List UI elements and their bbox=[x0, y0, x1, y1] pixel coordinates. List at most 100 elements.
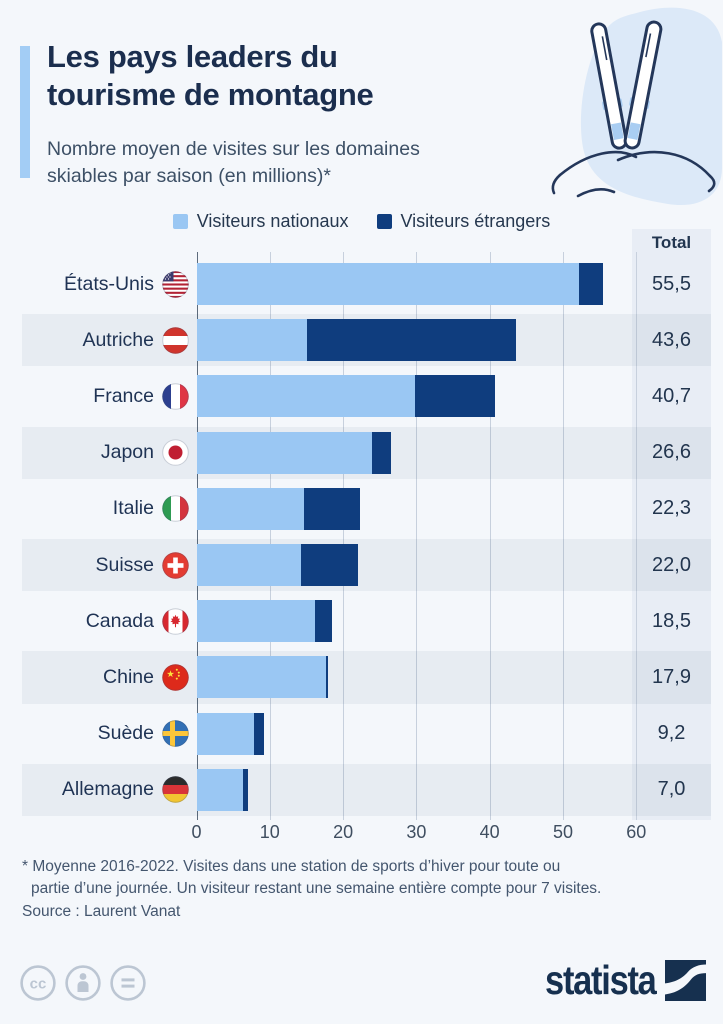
stacked-bar bbox=[196, 431, 392, 474]
total-value: 22,0 bbox=[652, 553, 691, 576]
gridline-30 bbox=[416, 252, 418, 820]
national-swatch-icon bbox=[172, 214, 188, 229]
stacked-bar bbox=[196, 487, 360, 530]
stacked-bar bbox=[196, 600, 333, 643]
country-name: Japon bbox=[100, 441, 154, 464]
row-label: Suède bbox=[0, 706, 189, 762]
gridline-0 bbox=[196, 252, 198, 820]
chart-row: Allemagne 7,0 bbox=[0, 762, 723, 818]
flag-fr-icon bbox=[162, 383, 189, 410]
flag-at-icon bbox=[162, 326, 189, 354]
gridline-40 bbox=[489, 252, 491, 820]
country-name: Allemagne bbox=[61, 778, 154, 801]
chart-row: Autriche 43,6 bbox=[0, 312, 723, 368]
svg-text:cc: cc bbox=[30, 976, 47, 993]
total-value: 22,3 bbox=[652, 497, 691, 520]
flag-it-icon bbox=[162, 495, 189, 523]
stacked-bar bbox=[196, 712, 264, 755]
row-label: France bbox=[0, 368, 189, 424]
chart-row: Canada 18,5 bbox=[0, 593, 723, 649]
row-label: Canada bbox=[0, 593, 189, 649]
bar-segment-foreign bbox=[243, 768, 248, 811]
x-tick-60: 60 bbox=[626, 822, 647, 842]
source-credit: Source : Laurent Vanat bbox=[22, 903, 181, 920]
bar-segment-foreign bbox=[301, 544, 358, 586]
flag-ca-icon bbox=[162, 607, 189, 635]
flag-cn-icon bbox=[162, 664, 189, 691]
gridline-60 bbox=[636, 252, 638, 820]
bar-segment-national bbox=[196, 319, 307, 362]
chart-row: France 40,7 bbox=[0, 368, 723, 424]
stacked-bar bbox=[196, 544, 358, 586]
ski-snow-icon bbox=[551, 7, 722, 206]
title-line-1: Les pays leaders du bbox=[47, 39, 338, 74]
bar-segment-foreign bbox=[306, 319, 517, 362]
x-tick-40: 40 bbox=[479, 822, 500, 842]
bar-segment-national bbox=[196, 263, 580, 305]
country-name: Chine bbox=[103, 665, 154, 688]
bar-segment-national bbox=[196, 768, 244, 811]
country-name: États-Unis bbox=[64, 272, 154, 295]
bar-segment-foreign bbox=[326, 656, 328, 699]
total-value: 7,0 bbox=[657, 778, 686, 801]
country-name: Suisse bbox=[95, 553, 154, 576]
gridline-20 bbox=[343, 252, 345, 820]
bar-segment-foreign bbox=[253, 712, 264, 755]
bar-segment-national bbox=[196, 600, 316, 643]
country-name: Italie bbox=[112, 497, 154, 520]
total-value: 9,2 bbox=[657, 722, 686, 745]
bar-segment-national bbox=[196, 656, 327, 699]
chart-row: Suède 9,2 bbox=[0, 706, 723, 762]
bar-segment-foreign bbox=[315, 600, 333, 643]
subtitle-line-1: Nombre moyen de visites sur les domaines bbox=[47, 138, 420, 160]
chart-row: Japon 26,6 bbox=[0, 425, 723, 481]
x-tick-10: 10 bbox=[259, 822, 280, 842]
row-label: Autriche bbox=[0, 312, 189, 368]
cc-no-derivatives-icon[interactable] bbox=[109, 964, 147, 1002]
page-title: Les pays leaders du tourisme de montagne bbox=[47, 38, 487, 115]
bar-segment-national bbox=[196, 487, 304, 530]
statista-logo[interactable]: statista bbox=[524, 960, 706, 1001]
title-line-2: tourisme de montagne bbox=[47, 77, 374, 113]
bar-segment-foreign bbox=[579, 263, 604, 305]
footnote-line-1: * Moyenne 2016-2022. Visites dans une st… bbox=[22, 858, 561, 875]
flag-ch-icon bbox=[162, 551, 189, 579]
stacked-bar bbox=[196, 768, 248, 811]
country-name: France bbox=[93, 384, 154, 407]
statista-logo-mark-icon bbox=[665, 960, 706, 1001]
chart-legend: Visiteurs nationaux Visiteurs étrangers bbox=[0, 211, 723, 232]
total-value: 17,9 bbox=[652, 665, 691, 688]
country-name: Canada bbox=[85, 609, 154, 632]
cc-attribution-icon[interactable] bbox=[64, 964, 102, 1002]
stacked-bar bbox=[196, 319, 517, 362]
total-value: 40,7 bbox=[652, 384, 691, 407]
footnote: * Moyenne 2016-2022. Visites dans une st… bbox=[22, 856, 712, 901]
legend-item-national: Visiteurs nationaux bbox=[172, 211, 349, 232]
bar-segment-national bbox=[196, 375, 415, 418]
row-label: Chine bbox=[0, 649, 189, 705]
total-value: 43,6 bbox=[652, 328, 691, 351]
license-icons: cc bbox=[19, 964, 147, 1002]
legend-label-national: Visiteurs nationaux bbox=[196, 211, 349, 231]
bar-segment-foreign bbox=[414, 375, 495, 418]
page-subtitle: Nombre moyen de visites sur les domaines… bbox=[47, 136, 507, 190]
x-tick-30: 30 bbox=[406, 822, 427, 842]
row-label: Japon bbox=[0, 425, 189, 481]
chart-row: Suisse 22,0 bbox=[0, 537, 723, 593]
bar-segment-national bbox=[196, 712, 254, 755]
total-column-band bbox=[632, 229, 711, 820]
row-label: Allemagne bbox=[0, 762, 189, 818]
bar-segment-foreign bbox=[371, 431, 392, 474]
total-value: 55,5 bbox=[652, 272, 691, 295]
bar-segment-national bbox=[196, 544, 302, 586]
flag-se-icon bbox=[162, 720, 189, 747]
flag-us-icon bbox=[162, 270, 189, 298]
cc-icon[interactable]: cc bbox=[19, 964, 57, 1002]
x-tick-0: 0 bbox=[191, 822, 202, 842]
total-value: 18,5 bbox=[652, 609, 691, 632]
chart-row: États-Unis 55,5 bbox=[0, 256, 723, 312]
chart-row: Italie 22,3 bbox=[0, 481, 723, 537]
stacked-bar bbox=[196, 375, 495, 418]
flag-de-icon bbox=[162, 776, 189, 804]
total-value: 26,6 bbox=[652, 441, 691, 464]
